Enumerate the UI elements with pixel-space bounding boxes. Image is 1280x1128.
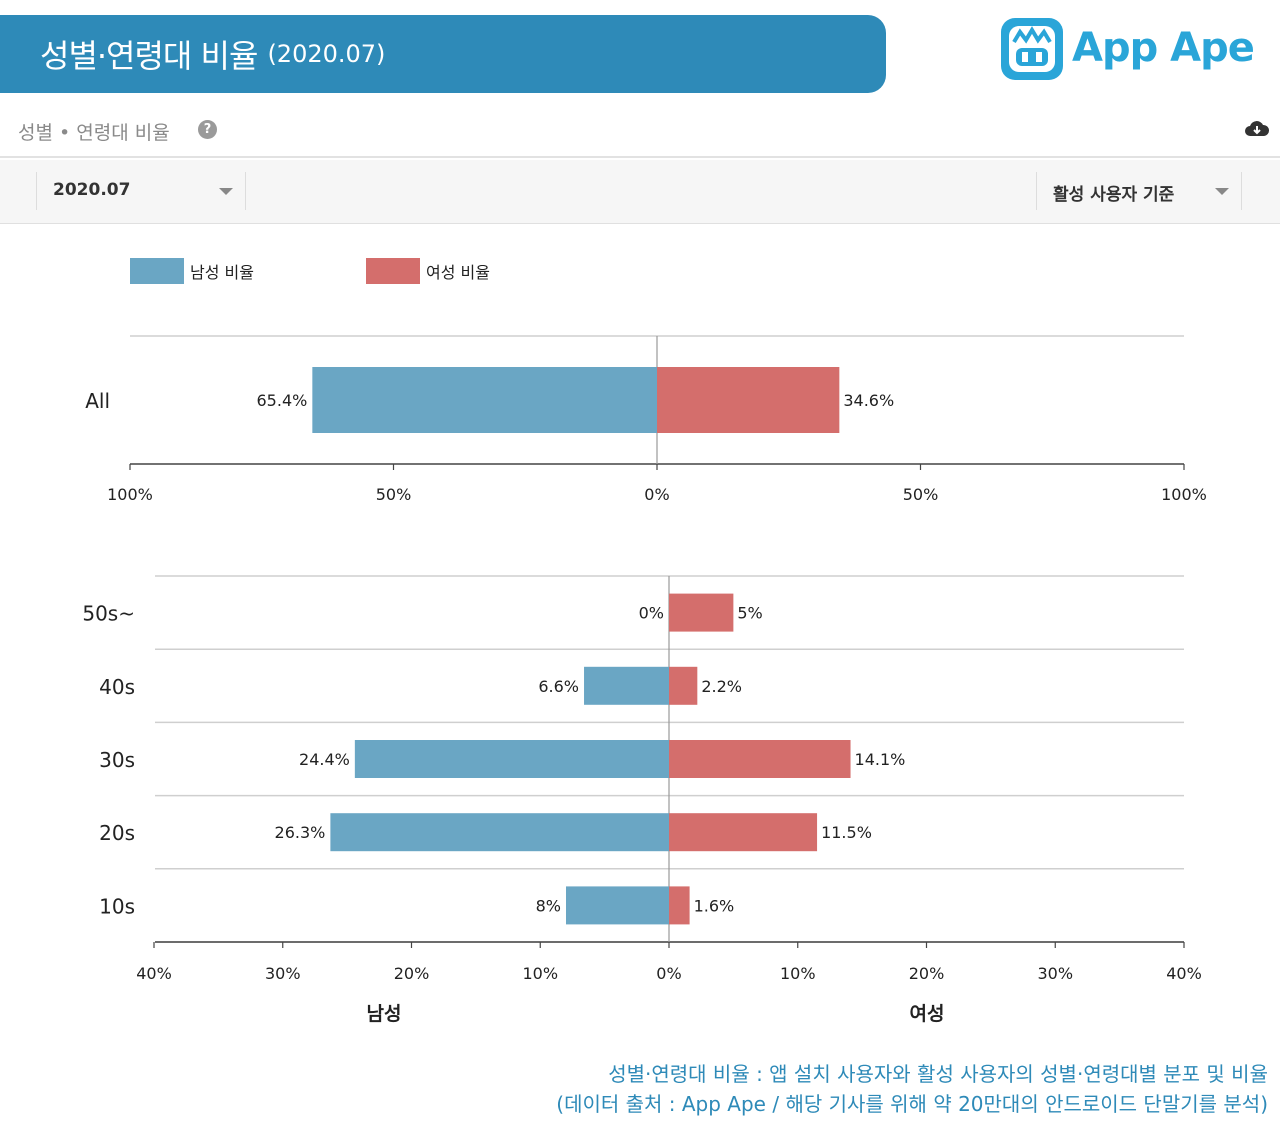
x-tick-label: 40% [136,964,172,983]
bar-female [669,740,851,778]
x-tick-label: 100% [107,485,153,504]
question-circle-icon[interactable]: ? [198,120,217,139]
legend-label-female: 여성 비율 [426,263,490,282]
page-title: 성별·연령대 비율 [40,37,258,75]
x-tick-label: 50% [376,485,412,504]
footnote-line-1: 성별·연령대 비율 : 앱 설치 사용자와 활성 사용자의 성별·연령대별 분포… [608,1062,1268,1086]
bar-male [584,666,669,705]
legend-swatch-male [130,258,184,284]
category-label: 30s [99,748,135,772]
x-tick-label: 10% [780,964,816,983]
bar-female [669,813,818,852]
axis-title-male: 남성 [367,1003,402,1025]
bar-female [669,666,698,705]
filter-bar: 2020.07 활성 사용자 기준 [0,160,1280,224]
basis-value: 활성 사용자 기준 [1053,185,1175,205]
category-label: All [85,389,110,413]
data-label-male: 26.3% [275,823,326,842]
data-label-male: 8% [536,896,561,915]
bar-male [312,367,657,433]
x-tick-label: 30% [265,964,301,983]
legend-swatch-female [366,258,420,284]
data-label-female: 34.6% [843,391,894,410]
data-label-male: 0% [639,604,664,623]
bar-male [330,813,669,852]
bar-male [566,886,669,925]
data-label-male: 65.4% [257,391,308,410]
category-label: 20s [99,821,135,845]
x-tick-label: 50% [903,485,939,504]
data-label-male: 6.6% [538,677,579,696]
data-label-female: 11.5% [821,823,872,842]
footnote-line-2: (데이터 출처 : App Ape / 해당 기사를 위해 약 20만대의 안드… [556,1092,1268,1116]
page-period: (2020.07) [267,40,386,68]
x-tick-label: 20% [394,964,430,983]
bar-male [354,740,669,778]
bar-female [669,593,734,632]
axis-title-female: 여성 [910,1003,945,1025]
data-label-male: 24.4% [299,750,350,769]
chevron-down-icon [219,188,233,195]
category-label: 50s~ [82,602,135,626]
ape-face-icon [1001,18,1063,80]
category-label: 10s [99,894,135,918]
x-tick-label: 0% [656,964,681,983]
legend-male: 남성 비율 [130,258,254,284]
data-label-female: 14.1% [855,750,906,769]
x-tick-label: 0% [644,485,669,504]
x-tick-label: 30% [1037,964,1073,983]
data-label-female: 1.6% [694,896,735,915]
x-tick-label: 10% [522,964,558,983]
x-tick-label: 20% [909,964,945,983]
chevron-down-icon [1215,188,1229,195]
section-label: 성별 • 연령대 비율 [18,122,170,144]
cloud-download-icon[interactable] [1244,118,1270,140]
title-banner: 성별·연령대 비율 (2020.07) [0,15,886,93]
data-label-female: 5% [737,604,762,623]
gender-age-chart: 100% 50% 0% 50% 100% All 65.4% 34.6% 40% 30% 20% 10… [82,335,1207,1025]
data-label-female: 2.2% [701,677,742,696]
x-tick-label: 100% [1161,485,1207,504]
bar-female [669,886,690,925]
legend-female: 여성 비율 [366,258,490,284]
section-header: 성별 • 연령대 비율 ? [0,100,1280,158]
month-dropdown[interactable]: 2020.07 [36,172,246,210]
brand-name: App Ape [1072,25,1255,71]
basis-dropdown[interactable]: 활성 사용자 기준 [1036,172,1242,210]
app-ape-logo: App Ape [998,10,1258,86]
legend-label-male: 남성 비율 [190,263,254,282]
category-label: 40s [99,675,135,699]
x-tick-label: 40% [1166,964,1202,983]
month-value: 2020.07 [53,180,131,200]
bar-female [657,367,840,433]
